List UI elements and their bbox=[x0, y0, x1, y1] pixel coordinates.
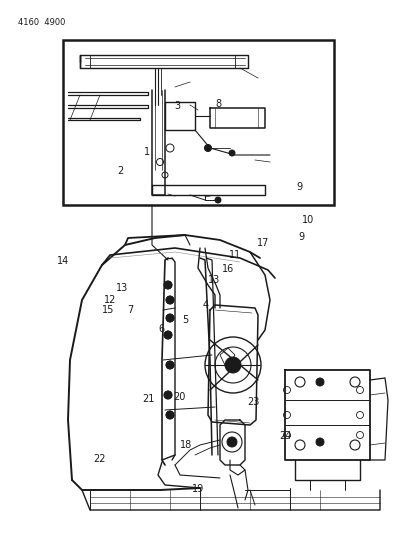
Text: 9: 9 bbox=[297, 182, 303, 191]
Text: 9: 9 bbox=[299, 232, 305, 242]
Circle shape bbox=[166, 314, 174, 322]
Circle shape bbox=[164, 391, 172, 399]
Circle shape bbox=[164, 281, 172, 289]
Text: 15: 15 bbox=[102, 305, 114, 315]
Circle shape bbox=[166, 361, 174, 369]
Circle shape bbox=[316, 378, 324, 386]
Bar bbox=[63, 40, 334, 205]
Text: 23: 23 bbox=[247, 398, 259, 407]
Text: 4: 4 bbox=[203, 300, 209, 310]
Text: 13: 13 bbox=[208, 275, 220, 285]
Text: 7: 7 bbox=[127, 305, 134, 315]
Circle shape bbox=[229, 150, 235, 156]
Text: 4160  4900: 4160 4900 bbox=[18, 18, 65, 27]
Text: 17: 17 bbox=[257, 238, 269, 247]
Circle shape bbox=[204, 144, 211, 151]
Text: 19: 19 bbox=[192, 484, 204, 494]
Text: 16: 16 bbox=[222, 264, 235, 274]
Circle shape bbox=[227, 437, 237, 447]
Circle shape bbox=[316, 438, 324, 446]
Circle shape bbox=[215, 197, 221, 203]
Circle shape bbox=[166, 296, 174, 304]
Circle shape bbox=[164, 331, 172, 339]
Text: 22: 22 bbox=[94, 455, 106, 464]
Text: 8: 8 bbox=[215, 99, 222, 109]
Text: 14: 14 bbox=[57, 256, 69, 266]
Text: 12: 12 bbox=[104, 295, 116, 304]
Text: 11: 11 bbox=[228, 250, 241, 260]
Text: 21: 21 bbox=[143, 394, 155, 403]
Text: 20: 20 bbox=[173, 392, 186, 401]
Circle shape bbox=[166, 411, 174, 419]
Text: 10: 10 bbox=[302, 215, 314, 224]
Text: 6: 6 bbox=[158, 325, 164, 334]
Text: 5: 5 bbox=[182, 315, 189, 325]
Text: 3: 3 bbox=[174, 101, 181, 110]
Text: 24: 24 bbox=[279, 431, 292, 441]
Text: 13: 13 bbox=[116, 283, 129, 293]
Text: 2: 2 bbox=[117, 166, 124, 175]
Text: 1: 1 bbox=[144, 147, 150, 157]
Circle shape bbox=[225, 357, 241, 373]
Text: 18: 18 bbox=[180, 440, 192, 450]
